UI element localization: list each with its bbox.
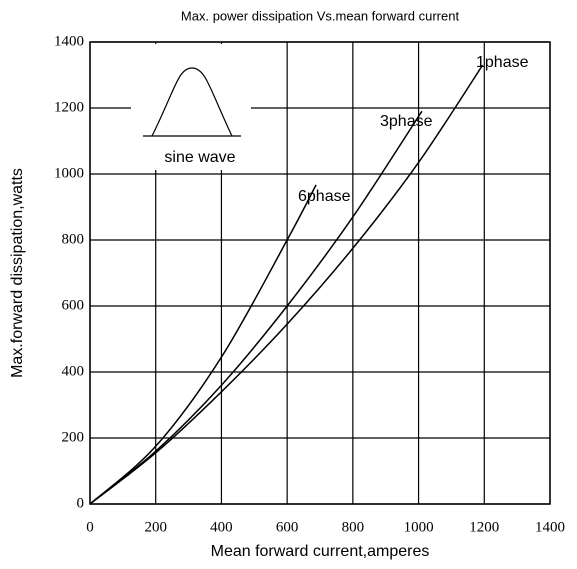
x-tick-label: 600 [276, 519, 299, 535]
y-tick-label: 0 [77, 495, 85, 511]
inset-background [131, 44, 251, 170]
x-tick-label: 200 [144, 519, 167, 535]
y-tick-label: 600 [62, 297, 85, 313]
inset: sine wave [131, 44, 251, 170]
x-tick-label: 1200 [469, 519, 499, 535]
series-line [89, 64, 484, 505]
annotation: sine wave [164, 149, 235, 166]
chart-title: Max. power dissipation Vs.mean forward c… [181, 8, 460, 23]
y-tick-label: 1000 [54, 165, 84, 181]
x-tick-label: 0 [86, 519, 94, 535]
series-label: 1phase [476, 54, 529, 71]
series-line [89, 110, 423, 505]
y-tick-label: 800 [62, 231, 85, 247]
y-tick-label: 1400 [54, 33, 84, 49]
y-tick-label: 200 [62, 429, 85, 445]
x-tick-label: 1000 [404, 519, 434, 535]
series-line [89, 184, 317, 505]
series-label: 3phase [380, 113, 433, 130]
inset-wave [151, 67, 233, 137]
y-tick-label: 1200 [54, 99, 84, 115]
x-tick-label: 1400 [535, 519, 565, 535]
y-tick-label: 400 [62, 363, 85, 379]
x-tick-label: 800 [342, 519, 365, 535]
series-label: 6phase [298, 188, 351, 205]
y-axis-label: Max.forward dissipation,watts [9, 168, 26, 378]
x-axis-label: Mean forward current,amperes [211, 543, 430, 560]
x-tick-label: 400 [210, 519, 233, 535]
plot-frame [89, 41, 551, 505]
grid [89, 41, 551, 505]
